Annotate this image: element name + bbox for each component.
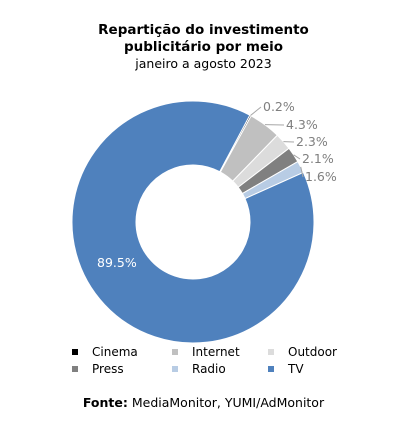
legend-item-outdoor: Outdoor xyxy=(268,344,337,360)
legend-label: Press xyxy=(92,362,124,376)
leader-line-radio xyxy=(300,166,304,178)
legend-label: Internet xyxy=(192,345,240,359)
chart-title-line1: Repartição do investimento xyxy=(98,22,309,38)
leader-line-press xyxy=(293,154,301,160)
legend-label: TV xyxy=(288,362,304,376)
legend-item-cinema: Cinema xyxy=(72,344,138,360)
data-label-outdoor: 2.3% xyxy=(296,134,328,149)
legend-item-internet: Internet xyxy=(172,344,240,360)
data-label-internet: 4.3% xyxy=(286,117,318,132)
legend-item-tv: TV xyxy=(268,361,304,377)
slice-tv xyxy=(71,100,315,344)
legend-swatch xyxy=(268,366,274,372)
legend-swatch xyxy=(172,366,178,372)
legend-item-press: Press xyxy=(72,361,124,377)
legend-swatch xyxy=(172,349,178,355)
legend-item-radio: Radio xyxy=(172,361,226,377)
data-label-tv: 89.5% xyxy=(97,255,137,270)
data-label-radio: 1.6% xyxy=(305,169,337,184)
legend-swatch xyxy=(268,349,274,355)
legend-label: Radio xyxy=(192,362,226,376)
data-label-cinema: 0.2% xyxy=(263,99,295,114)
source-label: Fonte: xyxy=(82,395,128,410)
legend-swatch xyxy=(72,349,78,355)
chart-subtitle: janeiro a agosto 2023 xyxy=(135,56,272,71)
leader-line-cinema xyxy=(250,106,262,116)
data-label-press: 2.1% xyxy=(302,151,334,166)
chart-title-line2: publicitário por meio xyxy=(123,39,284,55)
legend-label: Outdoor xyxy=(288,345,337,359)
legend-label: Cinema xyxy=(92,345,138,359)
source-text: MediaMonitor, YUMI/AdMonitor xyxy=(131,395,325,410)
source-note: Fonte: MediaMonitor, YUMI/AdMonitor xyxy=(0,395,407,410)
legend-swatch xyxy=(72,366,78,372)
